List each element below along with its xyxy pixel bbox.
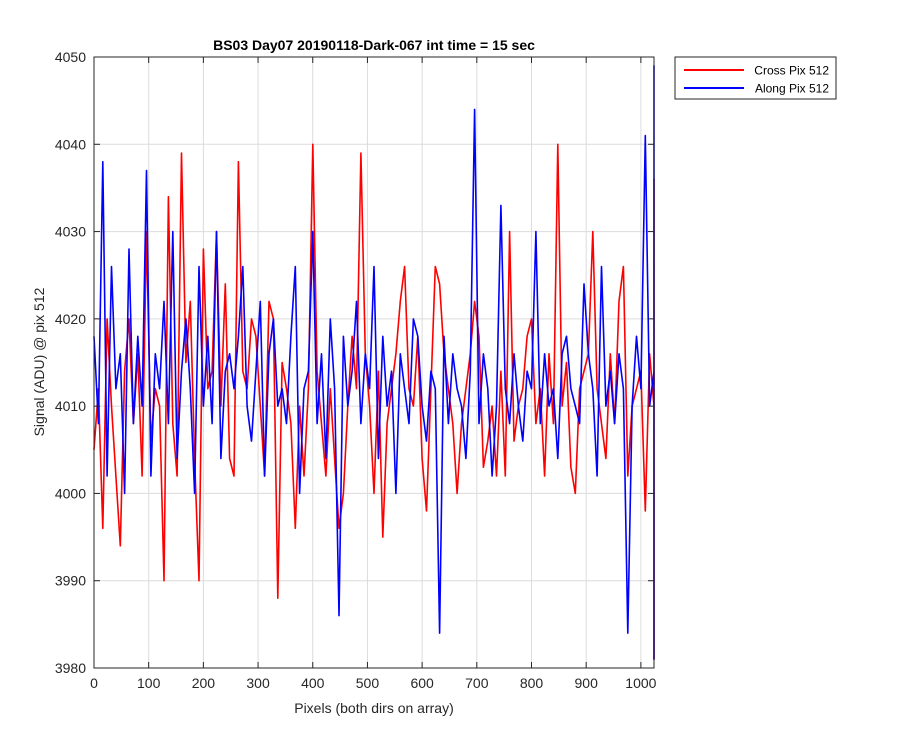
plot-frame: [93, 56, 655, 669]
x-tick-label: 200: [192, 675, 216, 691]
x-tick-label: 700: [465, 675, 489, 691]
y-tick-label: 3980: [55, 660, 86, 676]
x-tick-label: 1000: [625, 675, 656, 691]
tick-labels: 0 100 200 300 400 500 600 700 800 900 1000 3980 3990…: [55, 49, 657, 691]
legend-box: [674, 56, 837, 100]
y-tick-label: 4040: [55, 136, 86, 152]
x-tick-label: 0: [90, 675, 98, 691]
y-tick-label: 4020: [55, 311, 86, 327]
x-tick-label: 500: [356, 675, 380, 691]
legend: Cross Pix 512 Along Pix 512: [674, 56, 837, 100]
x-tick-label: 800: [520, 675, 544, 691]
chart-title: BS03 Day07 20190118-Dark-067 int time = …: [213, 37, 535, 53]
x-tick-label: 900: [575, 675, 599, 691]
y-tick-label: 3990: [55, 573, 86, 589]
x-axis-label: Pixels (both dirs on array): [294, 700, 454, 716]
ticks: [93, 56, 654, 669]
y-tick-label: 4000: [55, 485, 86, 501]
x-tick-label: 300: [246, 675, 270, 691]
legend-label-along: Along Pix 512: [755, 82, 829, 96]
y-tick-label: 4050: [55, 49, 86, 65]
x-tick-label: 400: [301, 675, 325, 691]
y-tick-label: 4010: [55, 398, 86, 414]
y-tick-label: 4030: [55, 224, 86, 240]
x-tick-label: 600: [410, 675, 434, 691]
legend-label-cross: Cross Pix 512: [754, 64, 829, 78]
x-tick-label: 100: [137, 675, 161, 691]
y-axis-label: Signal (ADU) @ pix 512: [31, 287, 47, 436]
